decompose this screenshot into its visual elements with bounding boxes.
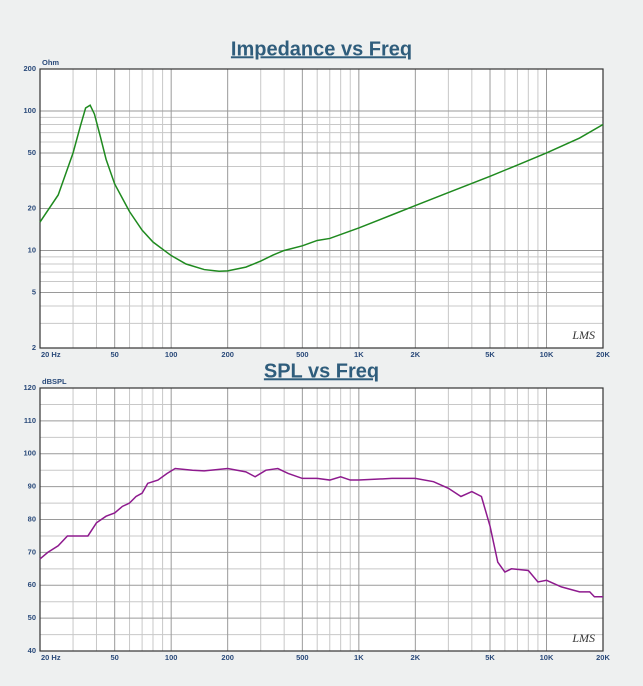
x-tick-label: 10K (540, 350, 554, 359)
x-tick-label: 20K (596, 350, 610, 359)
plot-border (39, 68, 604, 349)
x-tick-label: 500 (296, 350, 309, 359)
x-tick-label: 2K (411, 653, 421, 662)
y-tick-label: 200 (23, 64, 36, 73)
y-tick-label: 5 (32, 287, 36, 296)
y-tick-label: 50 (28, 613, 36, 622)
y-tick-label: 110 (24, 416, 36, 425)
y-tick-label: 2 (32, 343, 36, 352)
y-tick-label: 50 (28, 148, 36, 157)
y-axis-label: Ohm (42, 58, 59, 67)
x-tick-label: 20 Hz (41, 350, 61, 359)
x-tick-label: 50 (111, 653, 119, 662)
x-tick-label: 100 (165, 653, 178, 662)
data-line (39, 467, 603, 598)
y-tick-label: 20 (28, 203, 36, 212)
chart-title: SPL vs Freq (264, 360, 379, 382)
y-tick-label: 10 (28, 245, 36, 254)
y-tick-label: 100 (23, 106, 36, 115)
x-tick-label: 5K (485, 350, 495, 359)
y-tick-label: 80 (28, 514, 36, 523)
plot-border (39, 387, 604, 652)
y-tick-label: 70 (28, 547, 36, 556)
x-tick-label: 10K (540, 653, 554, 662)
y-tick-label: 120 (23, 383, 36, 392)
data-line (39, 104, 604, 272)
watermark: LMS (571, 328, 595, 342)
x-tick-label: 200 (221, 653, 234, 662)
x-tick-label: 100 (165, 350, 178, 359)
x-tick-label: 1K (354, 653, 364, 662)
x-tick-label: 5K (485, 653, 495, 662)
watermark: LMS (571, 631, 595, 645)
x-tick-label: 1K (354, 350, 364, 359)
y-tick-label: 60 (28, 580, 36, 589)
y-tick-label: 40 (28, 646, 36, 655)
x-tick-label: 20K (596, 653, 610, 662)
y-tick-label: 100 (23, 449, 36, 458)
x-tick-label: 500 (296, 653, 309, 662)
chart-title: Impedance vs Freq (231, 38, 412, 60)
x-tick-label: 50 (111, 350, 119, 359)
x-tick-label: 20 Hz (41, 653, 61, 662)
x-tick-label: 2K (411, 350, 421, 359)
y-axis-label: dBSPL (42, 377, 67, 386)
x-tick-label: 200 (221, 350, 234, 359)
y-tick-label: 90 (28, 482, 36, 491)
